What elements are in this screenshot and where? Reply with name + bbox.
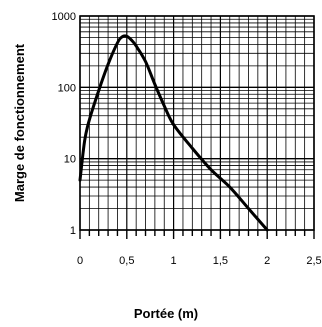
x-tick-label: 1,5 — [213, 255, 228, 267]
x-axis-ticks — [79, 230, 315, 239]
y-tick-label: 10 — [64, 154, 76, 166]
y-axis-tick-labels: 1 10 100 1000 — [52, 11, 76, 237]
plot-frame — [79, 15, 315, 231]
y-axis-title: Marge de fonctionnement — [12, 43, 27, 202]
grid-minor-lines — [80, 16, 314, 230]
x-axis-title: Portée (m) — [134, 306, 198, 321]
x-axis-tick-labels: 0 0,5 1 1,5 2 2,5 — [77, 255, 322, 267]
y-tick-label: 1000 — [52, 11, 76, 23]
x-tick-label: 1 — [171, 255, 177, 267]
x-tick-label: 2,5 — [306, 255, 321, 267]
x-tick-label: 0 — [77, 255, 83, 267]
y-tick-label: 100 — [58, 82, 76, 94]
series-line — [78, 34, 269, 232]
x-tick-label: 2 — [264, 255, 270, 267]
x-tick-label: 0,5 — [119, 255, 134, 267]
y-tick-label: 1 — [70, 225, 76, 237]
